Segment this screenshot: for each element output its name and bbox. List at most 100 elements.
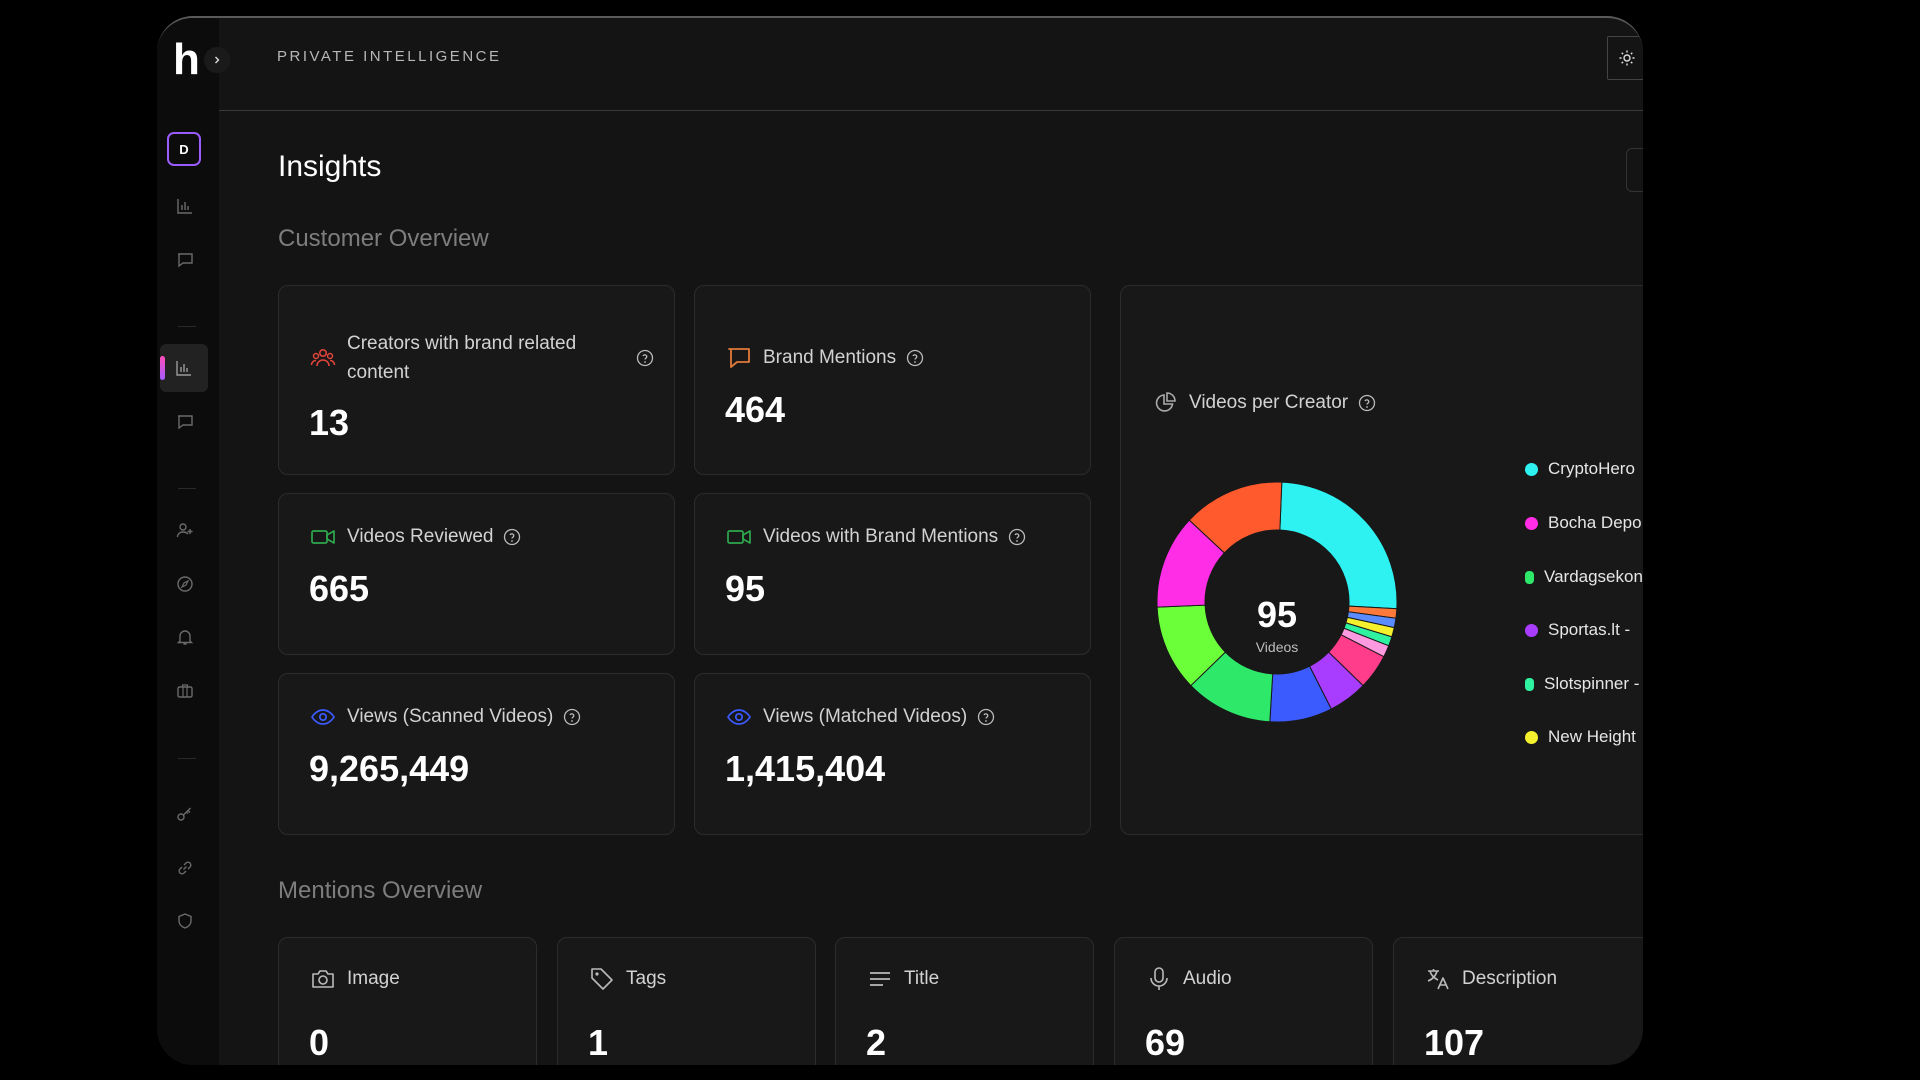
creators-card: Creators with brand related content 13 (278, 285, 675, 475)
user-plus-icon (176, 523, 193, 538)
expand-sidebar-button[interactable] (204, 47, 230, 73)
eye-icon (309, 703, 337, 731)
nav-analytics[interactable] (167, 188, 203, 224)
metric-value: 0 (309, 1022, 330, 1063)
card-label: Tags (626, 968, 667, 989)
metric-value: 69 (1145, 1022, 1186, 1063)
legend-item[interactable]: Vardagsekon (1525, 567, 1643, 587)
card-label: Videos with Brand Mentions (763, 526, 999, 547)
nav-insights[interactable] (160, 344, 208, 392)
workspace-avatar[interactable]: D (167, 132, 201, 166)
bar-chart-icon (176, 361, 191, 376)
sidebar-divider (178, 758, 196, 759)
sun-icon (1619, 50, 1635, 66)
nav-messages[interactable] (167, 242, 203, 278)
camera-icon (309, 965, 337, 993)
legend-item[interactable]: Bocha Depo (1525, 513, 1642, 533)
help-icon[interactable] (977, 708, 995, 726)
message-icon (725, 344, 753, 372)
briefcase-icon (177, 684, 193, 698)
legend-item[interactable]: New Height (1525, 727, 1636, 747)
nav-security[interactable] (167, 903, 203, 939)
nav-add-user[interactable] (167, 512, 203, 548)
pie-chart-icon (1151, 389, 1179, 417)
video-icon (725, 523, 753, 551)
metric-value: 665 (309, 568, 370, 609)
legend-item[interactable]: Sportas.lt - (1525, 620, 1630, 640)
videos-per-creator-donut[interactable] (1156, 481, 1398, 723)
card-label: Description (1462, 968, 1558, 989)
card-label: Title (904, 968, 940, 989)
app-window: h D (157, 16, 1643, 1065)
bar-chart-icon (177, 199, 192, 214)
help-icon[interactable] (636, 349, 654, 367)
donut-total: 95 (1256, 594, 1298, 635)
nav-explore[interactable] (167, 566, 203, 602)
legend-item[interactable]: CryptoHero (1525, 459, 1635, 479)
nav-campaigns[interactable] (167, 673, 203, 709)
sidebar-divider (178, 488, 196, 489)
legend-swatch (1525, 677, 1534, 691)
card-label: Videos Reviewed (347, 526, 494, 547)
legend-label: Sportas.lt - (1548, 620, 1631, 639)
video-icon (309, 523, 337, 551)
title-mentions-card: Title 2 (835, 937, 1094, 1065)
page-action-button[interactable] (1626, 148, 1643, 192)
views-scanned-card: Views (Scanned Videos) 9,265,449 (278, 673, 675, 835)
legend-swatch (1525, 516, 1538, 530)
legend-label: Vardagsekon (1544, 567, 1643, 586)
metric-value: 13 (309, 402, 350, 443)
help-icon[interactable] (563, 708, 581, 726)
sidebar-divider (178, 326, 196, 327)
card-label: Creators with brand related content (347, 333, 577, 383)
metric-value: 1,415,404 (725, 748, 886, 789)
page-title: Insights (278, 150, 382, 183)
donut-caption: Videos (1255, 639, 1299, 655)
message-icon (178, 253, 193, 268)
active-indicator (160, 356, 165, 380)
image-mentions-card: Image 0 (278, 937, 537, 1065)
bell-icon (176, 630, 194, 645)
help-icon[interactable] (1008, 528, 1026, 546)
customer-overview-heading: Customer Overview (278, 225, 489, 252)
help-icon[interactable] (1358, 394, 1376, 412)
card-label: Videos per Creator (1189, 392, 1349, 413)
card-label: Brand Mentions (763, 347, 897, 368)
metric-value: 9,265,449 (309, 748, 470, 789)
nav-notifications[interactable] (167, 619, 203, 655)
card-label: Image (347, 968, 400, 989)
card-label: Views (Scanned Videos) (347, 706, 554, 727)
legend-swatch (1525, 623, 1538, 637)
metric-value: 464 (725, 389, 786, 430)
text-lines-icon (866, 965, 894, 993)
translate-icon (1424, 965, 1452, 993)
videos-per-creator-card: Videos per Creator 95 Videos (1120, 285, 1643, 835)
metric-value: 95 (725, 568, 766, 609)
legend-label: New Height (1548, 727, 1636, 746)
mentions-overview-heading: Mentions Overview (278, 877, 483, 904)
legend-label: Bocha Depo (1548, 513, 1642, 532)
legend-label: CryptoHero (1548, 459, 1635, 478)
help-icon[interactable] (906, 349, 924, 367)
key-icon (177, 807, 191, 821)
sidebar: h D (157, 18, 230, 1065)
help-icon[interactable] (503, 528, 521, 546)
views-matched-card: Views (Matched Videos) 1,415,404 (694, 673, 1091, 835)
card-label: Audio (1183, 968, 1232, 989)
legend-item[interactable]: Slotspinner - (1525, 674, 1639, 694)
message-icon (178, 415, 193, 430)
legend-swatch (1525, 730, 1538, 744)
brand-label: PRIVATE INTELLIGENCE (277, 48, 502, 65)
compass-icon (177, 576, 193, 592)
audio-mentions-card: Audio 69 (1114, 937, 1373, 1065)
videos-reviewed-card: Videos Reviewed 665 (278, 493, 675, 655)
donut-slice[interactable] (1279, 481, 1398, 610)
nav-api-keys[interactable] (167, 796, 203, 832)
nav-integrations[interactable] (167, 850, 203, 886)
donut-slice[interactable] (1188, 481, 1283, 554)
theme-toggle-button[interactable] (1607, 36, 1643, 80)
logo: h (173, 35, 200, 84)
legend-swatch (1525, 570, 1534, 584)
link-icon (178, 861, 192, 875)
nav-comments[interactable] (167, 404, 203, 440)
